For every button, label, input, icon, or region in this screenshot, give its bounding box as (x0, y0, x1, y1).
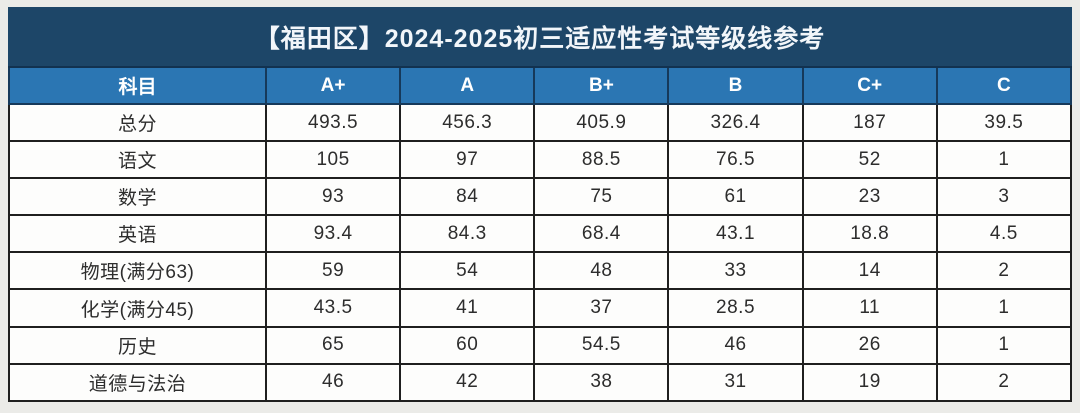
score-cell: 54.5 (533, 325, 670, 365)
score-cell: 405.9 (533, 102, 670, 143)
score-cell: 39.5 (935, 102, 1073, 143)
score-cell: 42 (399, 362, 536, 402)
table-row: 语文 105 97 88.5 76.5 52 1 (8, 140, 1073, 180)
table-header: 科目 A+ A B+ B C+ C (8, 68, 1073, 105)
score-cell: 88.5 (533, 140, 670, 180)
score-cell: 2 (935, 251, 1073, 291)
score-cell: 46 (264, 362, 402, 402)
subject-cell: 历史 (8, 325, 267, 365)
score-cell: 1 (935, 325, 1073, 365)
subject-cell: 英语 (8, 214, 267, 254)
score-cell: 187 (801, 102, 938, 143)
subject-cell: 数学 (8, 177, 267, 217)
score-cell: 52 (801, 140, 938, 180)
table-row: 英语 93.4 84.3 68.4 43.1 18.8 4.5 (8, 214, 1073, 254)
score-cell: 97 (399, 140, 536, 180)
score-cell: 23 (801, 177, 938, 217)
table-row: 物理(满分63) 59 54 48 33 14 2 (8, 251, 1073, 291)
score-cell: 43.5 (264, 288, 402, 328)
grade-column-header: C+ (801, 68, 938, 105)
page-title: 【福田区】2024-2025初三适应性考试等级线参考 (254, 24, 826, 53)
score-cell: 19 (801, 362, 938, 402)
score-cell: 68.4 (533, 214, 670, 254)
score-cell: 1 (935, 140, 1073, 180)
subject-cell: 道德与法治 (8, 362, 267, 402)
score-cell: 76.5 (667, 140, 804, 180)
score-cell: 84 (399, 177, 536, 217)
grade-table: 科目 A+ A B+ B C+ C 总分 493.5 456.3 405.9 326.4 187 39.… (8, 68, 1073, 402)
table-row: 数学 93 84 75 61 23 3 (8, 177, 1073, 217)
score-cell: 31 (667, 362, 804, 402)
table-row: 历史 65 60 54.5 46 26 1 (8, 325, 1073, 365)
score-cell: 493.5 (264, 102, 402, 143)
score-cell: 37 (533, 288, 670, 328)
grade-column-header: B (667, 68, 804, 105)
subject-cell: 化学(满分45) (8, 288, 267, 328)
subject-cell: 物理(满分63) (8, 251, 267, 291)
score-cell: 11 (801, 288, 938, 328)
score-cell: 26 (801, 325, 938, 365)
score-cell: 60 (399, 325, 536, 365)
score-cell: 2 (935, 362, 1073, 402)
score-cell: 28.5 (667, 288, 804, 328)
score-cell: 65 (264, 325, 402, 365)
subject-cell: 总分 (8, 102, 267, 143)
subject-cell: 语文 (8, 140, 267, 180)
score-cell: 61 (667, 177, 804, 217)
score-cell: 46 (667, 325, 804, 365)
grade-column-header: A+ (264, 68, 402, 105)
score-cell: 48 (533, 251, 670, 291)
score-cell: 456.3 (399, 102, 536, 143)
score-cell: 105 (264, 140, 402, 180)
table-row: 总分 493.5 456.3 405.9 326.4 187 39.5 (8, 102, 1073, 143)
score-cell: 93 (264, 177, 402, 217)
score-cell: 14 (801, 251, 938, 291)
subject-column-header: 科目 (8, 68, 267, 105)
table-row: 化学(满分45) 43.5 41 37 28.5 11 1 (8, 288, 1073, 328)
score-cell: 59 (264, 251, 402, 291)
table-body: 总分 493.5 456.3 405.9 326.4 187 39.5 语文 105 97 88.5… (8, 102, 1073, 402)
grade-column-header: A (399, 68, 536, 105)
score-cell: 1 (935, 288, 1073, 328)
score-cell: 41 (399, 288, 536, 328)
score-cell: 4.5 (935, 214, 1073, 254)
score-cell: 75 (533, 177, 670, 217)
score-cell: 326.4 (667, 102, 804, 143)
score-cell: 3 (935, 177, 1073, 217)
header-row: 科目 A+ A B+ B C+ C (8, 68, 1073, 105)
score-cell: 84.3 (399, 214, 536, 254)
grade-column-header: C (935, 68, 1073, 105)
table-row: 道德与法治 46 42 38 31 19 2 (8, 362, 1073, 402)
grade-column-header: B+ (533, 68, 670, 105)
score-cell: 43.1 (667, 214, 804, 254)
score-cell: 33 (667, 251, 804, 291)
score-cell: 18.8 (801, 214, 938, 254)
title-bar: 【福田区】2024-2025初三适应性考试等级线参考 (8, 7, 1072, 68)
score-cell: 93.4 (264, 214, 402, 254)
score-cell: 54 (399, 251, 536, 291)
score-cell: 38 (533, 362, 670, 402)
